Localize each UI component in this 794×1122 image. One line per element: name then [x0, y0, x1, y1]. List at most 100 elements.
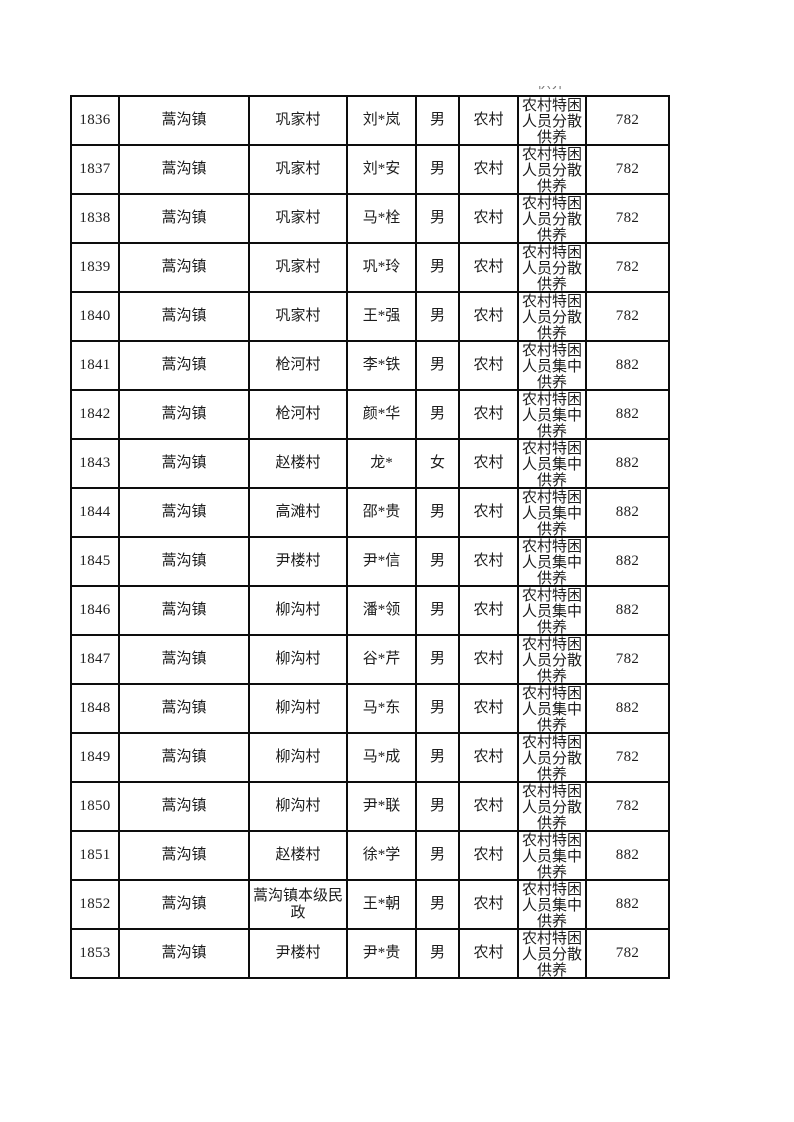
category-text: 农村特困 人员分散 供养 — [521, 245, 582, 291]
cell-town: 蒿沟镇 — [118, 95, 250, 146]
cell-area: 农村 — [458, 242, 519, 293]
cell-unit: 尹楼村 — [248, 928, 348, 979]
cell-amount: 882 — [585, 683, 670, 734]
clipped-text-fragment: 供养 — [519, 86, 583, 93]
cell-amount: 882 — [585, 389, 670, 440]
table-row: 1853 蒿沟镇 尹楼村 尹*贵男农村 农村特困 人员分散 供养 782 — [70, 928, 670, 979]
table-row: 1841 蒿沟镇 枪河村 李*铁男农村 农村特困 人员集中 供养 882 — [70, 340, 670, 391]
cell-gender: 男 — [415, 487, 460, 538]
table-row: 1848 蒿沟镇 柳沟村 马*东男农村 农村特困 人员集中 供养 882 — [70, 683, 670, 734]
cell-category: 农村特困 人员分散 供养 — [517, 928, 587, 979]
category-text: 农村特困 人员分散 供养 — [521, 294, 582, 340]
cell-amount: 882 — [585, 340, 670, 391]
cell-unit: 柳沟村 — [248, 634, 348, 685]
cell-category: 农村特困 人员分散 供养 — [517, 95, 587, 146]
table-row: 1836 蒿沟镇 巩家村 刘*岚男农村 农村特困 人员分散 供养 782 — [70, 95, 670, 146]
cell-person: 徐*学 — [346, 830, 417, 881]
cell-gender: 男 — [415, 389, 460, 440]
cell-seq: 1841 — [70, 340, 120, 391]
table-row: 1838 蒿沟镇 巩家村 马*栓男农村 农村特困 人员分散 供养 782 — [70, 193, 670, 244]
cell-unit: 巩家村 — [248, 291, 348, 342]
cell-amount: 882 — [585, 585, 670, 636]
cell-area: 农村 — [458, 732, 519, 783]
cell-area: 农村 — [458, 438, 519, 489]
cell-town: 蒿沟镇 — [118, 438, 250, 489]
table-row: 1850 蒿沟镇 柳沟村 尹*联男农村 农村特困 人员分散 供养 782 — [70, 781, 670, 832]
cell-gender: 男 — [415, 732, 460, 783]
category-text: 农村特困 人员集中 供养 — [521, 343, 582, 389]
cell-category: 农村特困 人员分散 供养 — [517, 732, 587, 783]
cell-area: 农村 — [458, 928, 519, 979]
cell-category: 农村特困 人员分散 供养 — [517, 781, 587, 832]
cell-area: 农村 — [458, 781, 519, 832]
cell-category: 农村特困 人员分散 供养 — [517, 291, 587, 342]
table-row: 1840 蒿沟镇 巩家村 王*强男农村 农村特困 人员分散 供养 782 — [70, 291, 670, 342]
cell-person: 龙* — [346, 438, 417, 489]
cell-town: 蒿沟镇 — [118, 879, 250, 930]
table-body: 1836 蒿沟镇 巩家村 刘*岚男农村 农村特困 人员分散 供养 782 1837 蒿沟镇 巩家村刘… — [70, 95, 670, 979]
cell-town: 蒿沟镇 — [118, 193, 250, 244]
cell-gender: 女 — [415, 438, 460, 489]
cell-amount: 782 — [585, 144, 670, 195]
cell-seq: 1852 — [70, 879, 120, 930]
cell-amount: 782 — [585, 732, 670, 783]
cell-town: 蒿沟镇 — [118, 830, 250, 881]
cell-town: 蒿沟镇 — [118, 781, 250, 832]
cell-seq: 1836 — [70, 95, 120, 146]
table-row: 1839 蒿沟镇 巩家村 巩*玲男农村 农村特困 人员分散 供养 782 — [70, 242, 670, 293]
cell-seq: 1850 — [70, 781, 120, 832]
cell-seq: 1848 — [70, 683, 120, 734]
cell-gender: 男 — [415, 242, 460, 293]
category-text: 农村特困 人员分散 供养 — [521, 784, 582, 830]
table-row: 1842 蒿沟镇 枪河村 颜*华男农村 农村特困 人员集中 供养 882 — [70, 389, 670, 440]
category-text: 农村特困 人员分散 供养 — [521, 196, 582, 242]
cell-unit: 枪河村 — [248, 340, 348, 391]
cell-amount: 782 — [585, 193, 670, 244]
cell-seq: 1845 — [70, 536, 120, 587]
cell-person: 王*朝 — [346, 879, 417, 930]
cell-amount: 782 — [585, 291, 670, 342]
cell-category: 农村特困 人员分散 供养 — [517, 144, 587, 195]
cell-town: 蒿沟镇 — [118, 242, 250, 293]
cell-town: 蒿沟镇 — [118, 585, 250, 636]
cell-category: 农村特困 人员集中 供养 — [517, 683, 587, 734]
category-text: 农村特困 人员集中 供养 — [521, 392, 582, 438]
cell-area: 农村 — [458, 389, 519, 440]
cell-town: 蒿沟镇 — [118, 536, 250, 587]
cell-gender: 男 — [415, 144, 460, 195]
category-text: 农村特困 人员分散 供养 — [521, 98, 582, 144]
cell-unit: 枪河村 — [248, 389, 348, 440]
cell-amount: 782 — [585, 781, 670, 832]
cell-area: 农村 — [458, 291, 519, 342]
cell-unit: 蒿沟镇本级民政 — [248, 879, 348, 930]
cell-person: 李*铁 — [346, 340, 417, 391]
cell-gender: 男 — [415, 879, 460, 930]
cell-category: 农村特困 人员集中 供养 — [517, 879, 587, 930]
category-text: 农村特困 人员集中 供养 — [521, 490, 582, 536]
cell-amount: 782 — [585, 634, 670, 685]
cell-person: 邵*贵 — [346, 487, 417, 538]
cell-unit: 柳沟村 — [248, 732, 348, 783]
cell-area: 农村 — [458, 879, 519, 930]
cell-seq: 1838 — [70, 193, 120, 244]
cell-category: 农村特困 人员集中 供养 — [517, 536, 587, 587]
cell-category: 农村特困 人员集中 供养 — [517, 585, 587, 636]
cell-town: 蒿沟镇 — [118, 144, 250, 195]
cell-amount: 882 — [585, 487, 670, 538]
cell-person: 巩*玲 — [346, 242, 417, 293]
cell-amount: 882 — [585, 830, 670, 881]
cell-gender: 男 — [415, 340, 460, 391]
table-row: 1847 蒿沟镇 柳沟村 谷*芹男农村 农村特困 人员分散 供养 782 — [70, 634, 670, 685]
table-row: 1852 蒿沟镇 蒿沟镇本级民政王*朝男农村 农村特困 人员集中 供养 882 — [70, 879, 670, 930]
cell-seq: 1846 — [70, 585, 120, 636]
cell-area: 农村 — [458, 487, 519, 538]
cell-amount: 782 — [585, 95, 670, 146]
category-text: 农村特困 人员集中 供养 — [521, 882, 582, 928]
cell-gender: 男 — [415, 95, 460, 146]
cell-seq: 1840 — [70, 291, 120, 342]
cell-person: 马*东 — [346, 683, 417, 734]
category-text: 农村特困 人员集中 供养 — [521, 686, 582, 732]
cell-area: 农村 — [458, 830, 519, 881]
table-row: 1846 蒿沟镇 柳沟村 潘*领男农村 农村特困 人员集中 供养 882 — [70, 585, 670, 636]
